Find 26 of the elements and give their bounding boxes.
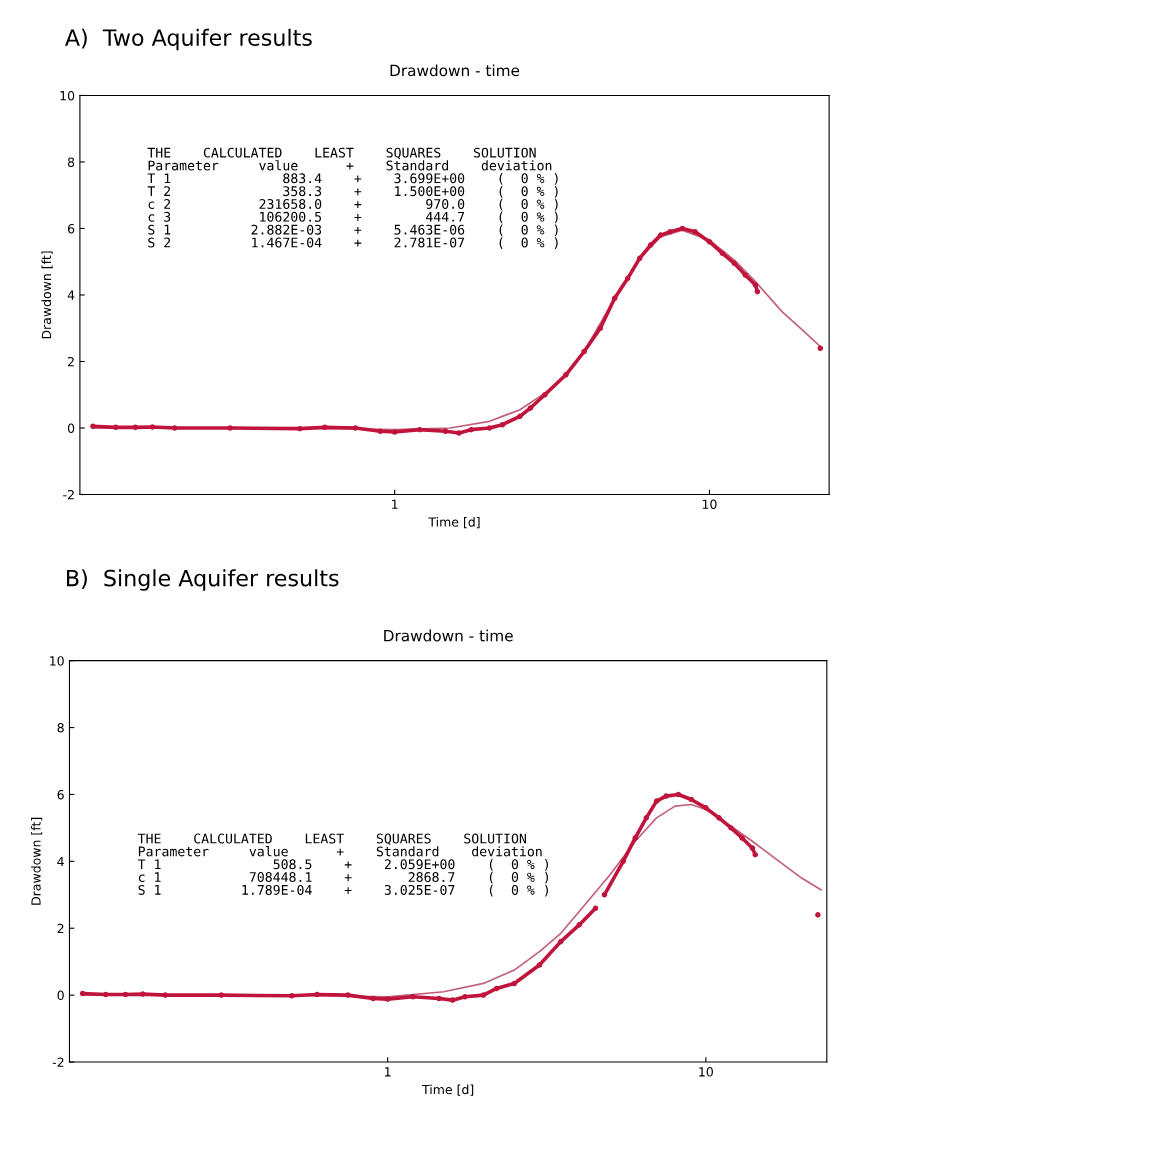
y-tick-label: 4: [57, 856, 64, 867]
y-tick-label: 2: [57, 923, 64, 933]
y-axis-title: Drawdown [ft]: [31, 817, 43, 905]
annotation: THE CALCULATED LEAST SQUARES SOLUTION Parameter value + Standard deviation T 1 883.4 + 3.699E+00 ( 0 % ) T 2 358.3 + 1.500E+00 ( 0 % ) c 2 231658.0 + 970.0 ( 0 % ) c 3 106200.5 + 444.7 ( 0 % ) S 1 2.882E-03 + 5.463E-06 ( 0 % ) S 2 1.467E-04 + 2.781E-07 ( 0 % ): [147, 147, 558, 250]
y-tick-label: 2: [68, 356, 74, 367]
y-tick-label: 4: [67, 290, 75, 300]
chart-subtitle: Drawdown - time: [384, 629, 513, 642]
annotation: THE CALCULATED LEAST SQUARES SOLUTION Parameter value + Standard deviation T 1 508.5 + 2.059E+00 ( 0 % ) c 1 708448.1 + 2868.7 ( 0 % ) S 1 1.789E-04 + 3.025E-07 ( 0 % ): [137, 833, 548, 897]
x-axis-title: Time [d]: [421, 1084, 474, 1096]
y-tick-label: 8: [67, 157, 75, 167]
y-tick-label: 10: [50, 656, 64, 666]
chart-title: A) Two Aquifer results: [65, 28, 312, 51]
chart-title: B) Single Aquifer results: [67, 569, 339, 591]
y-tick-label: -2: [63, 489, 74, 500]
y-tick-label: -2: [52, 1057, 64, 1067]
x-axis-title: Time [d]: [428, 517, 480, 529]
y-tick-label: 0: [67, 423, 75, 433]
chart-subtitle: Drawdown - time: [390, 64, 520, 77]
y-tick-label: 6: [57, 789, 64, 800]
y-axis-title: Drawdown [ft]: [41, 251, 53, 339]
x-tick-label: 1: [392, 499, 398, 509]
y-tick-label: 8: [57, 723, 64, 733]
y-tick-label: 6: [67, 223, 75, 234]
y-tick-label: 10: [60, 90, 75, 101]
y-tick-label: 0: [57, 990, 64, 1001]
x-tick-label: 1: [385, 1067, 391, 1077]
